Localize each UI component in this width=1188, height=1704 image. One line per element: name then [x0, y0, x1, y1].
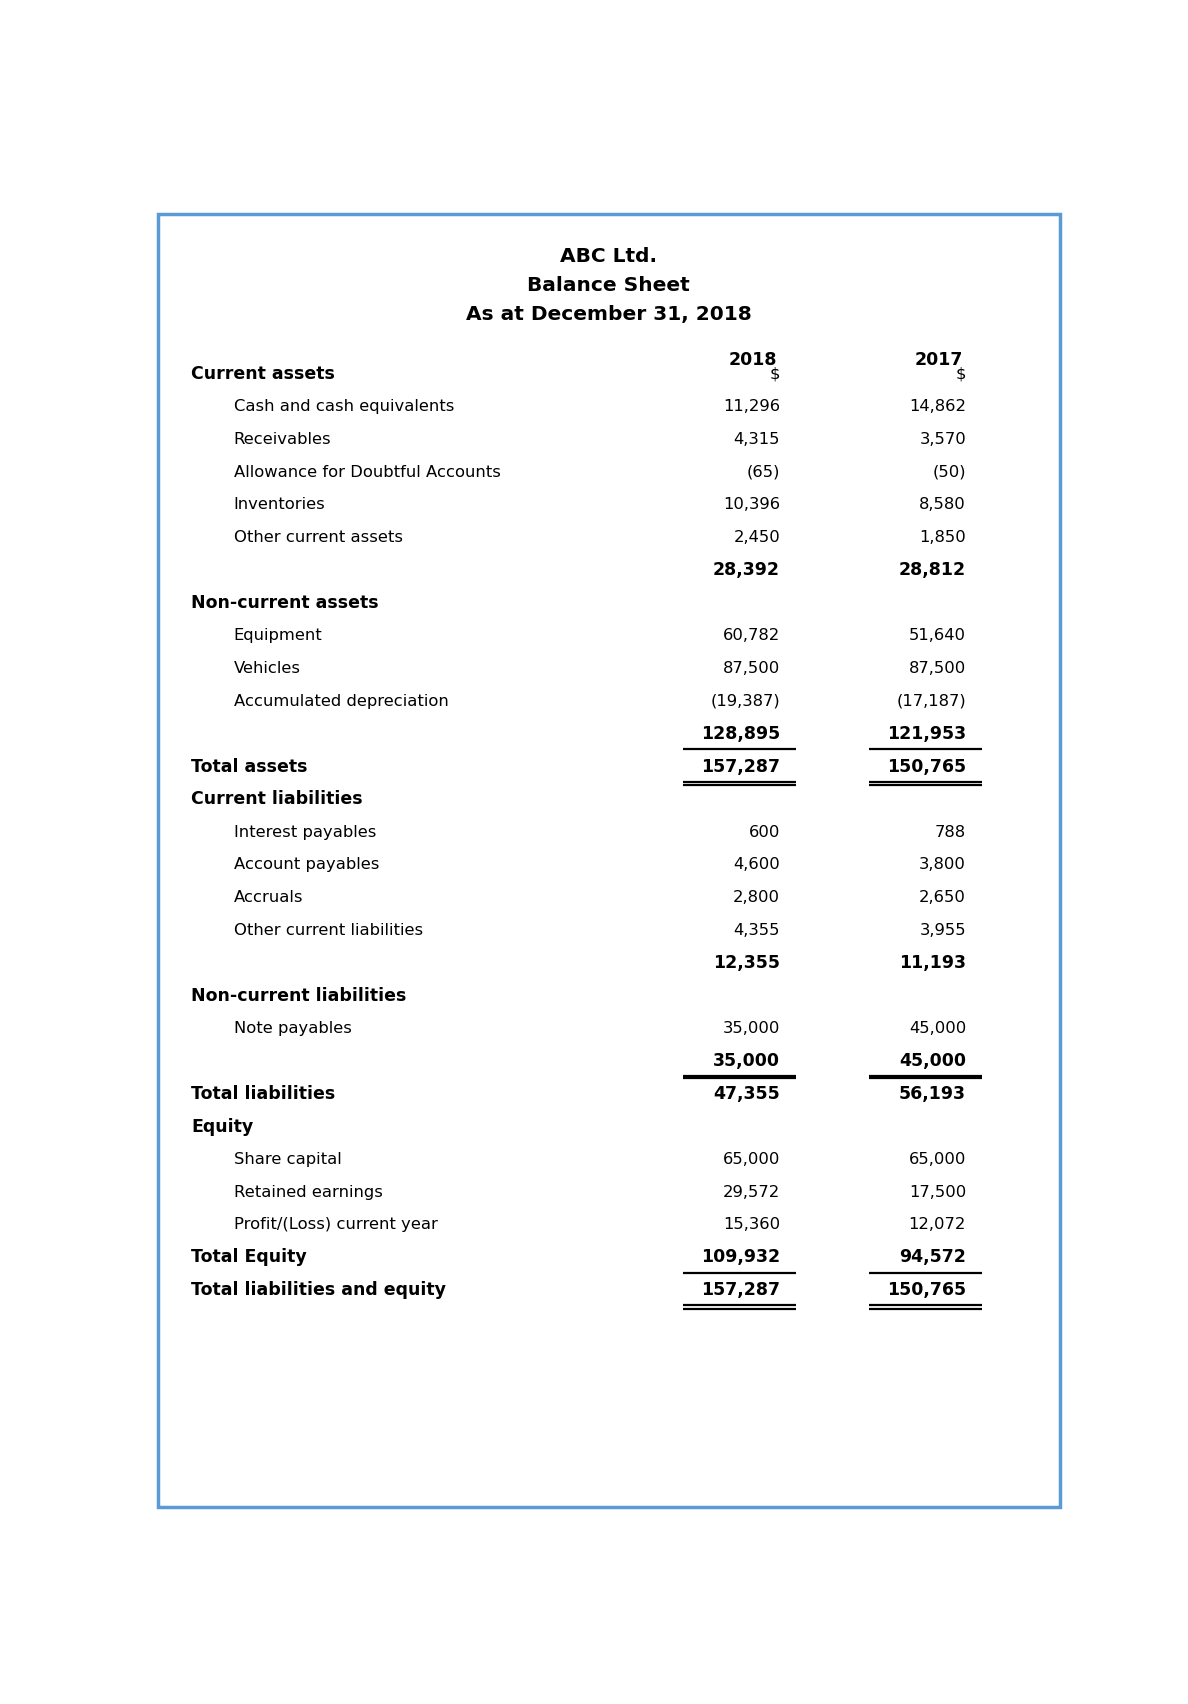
Text: 3,570: 3,570 — [920, 431, 966, 446]
Text: 51,640: 51,640 — [909, 629, 966, 642]
Text: Other current assets: Other current assets — [234, 530, 403, 545]
Text: (17,187): (17,187) — [897, 694, 966, 709]
Text: 121,953: 121,953 — [887, 724, 966, 743]
Text: 788: 788 — [935, 825, 966, 840]
Text: 87,500: 87,500 — [722, 661, 781, 676]
Text: 35,000: 35,000 — [713, 1051, 781, 1070]
Text: 1,850: 1,850 — [920, 530, 966, 545]
Text: Inventories: Inventories — [234, 498, 326, 513]
Text: 3,955: 3,955 — [920, 922, 966, 937]
Text: 28,392: 28,392 — [713, 561, 781, 579]
Text: 109,932: 109,932 — [701, 1249, 781, 1266]
Text: Current liabilities: Current liabilities — [191, 791, 362, 808]
Text: 3,800: 3,800 — [920, 857, 966, 872]
Text: 2017: 2017 — [915, 351, 963, 368]
Text: Receivables: Receivables — [234, 431, 331, 446]
Text: 600: 600 — [748, 825, 781, 840]
Text: (50): (50) — [933, 465, 966, 479]
Text: (65): (65) — [746, 465, 781, 479]
Text: 4,315: 4,315 — [734, 431, 781, 446]
Text: 14,862: 14,862 — [909, 399, 966, 414]
Text: 2,800: 2,800 — [733, 889, 781, 905]
Text: 47,355: 47,355 — [713, 1085, 781, 1102]
Text: Other current liabilities: Other current liabilities — [234, 922, 423, 937]
Text: 29,572: 29,572 — [722, 1184, 781, 1200]
Text: 65,000: 65,000 — [722, 1152, 781, 1167]
Text: 4,600: 4,600 — [733, 857, 781, 872]
Text: Total liabilities and equity: Total liabilities and equity — [191, 1281, 447, 1298]
Text: 35,000: 35,000 — [722, 1021, 781, 1036]
Text: Total Equity: Total Equity — [191, 1249, 307, 1266]
Text: 15,360: 15,360 — [723, 1217, 781, 1232]
Text: 2,650: 2,650 — [920, 889, 966, 905]
Text: Non-current assets: Non-current assets — [191, 595, 379, 612]
Text: 150,765: 150,765 — [887, 1281, 966, 1298]
Text: Vehicles: Vehicles — [234, 661, 301, 676]
Text: Interest payables: Interest payables — [234, 825, 377, 840]
Text: 157,287: 157,287 — [701, 1281, 781, 1298]
Text: 157,287: 157,287 — [701, 758, 781, 775]
Text: Account payables: Account payables — [234, 857, 379, 872]
Text: ABC Ltd.: ABC Ltd. — [561, 247, 657, 266]
Text: Accruals: Accruals — [234, 889, 303, 905]
Text: 11,193: 11,193 — [899, 954, 966, 971]
Text: 60,782: 60,782 — [722, 629, 781, 642]
Text: $: $ — [955, 366, 966, 382]
Text: 56,193: 56,193 — [899, 1085, 966, 1102]
Text: Cash and cash equivalents: Cash and cash equivalents — [234, 399, 454, 414]
Text: Share capital: Share capital — [234, 1152, 341, 1167]
Text: 2,450: 2,450 — [733, 530, 781, 545]
Text: Equipment: Equipment — [234, 629, 322, 642]
Text: 128,895: 128,895 — [701, 724, 781, 743]
Text: 17,500: 17,500 — [909, 1184, 966, 1200]
Text: 12,072: 12,072 — [909, 1217, 966, 1232]
Text: 11,296: 11,296 — [723, 399, 781, 414]
Text: Retained earnings: Retained earnings — [234, 1184, 383, 1200]
Text: 65,000: 65,000 — [909, 1152, 966, 1167]
Text: Allowance for Doubtful Accounts: Allowance for Doubtful Accounts — [234, 465, 500, 479]
Text: As at December 31, 2018: As at December 31, 2018 — [466, 305, 752, 324]
Text: 45,000: 45,000 — [909, 1021, 966, 1036]
Text: Balance Sheet: Balance Sheet — [527, 276, 690, 295]
Text: 8,580: 8,580 — [920, 498, 966, 513]
Text: Current assets: Current assets — [191, 365, 335, 383]
Text: Total assets: Total assets — [191, 758, 308, 775]
Text: 28,812: 28,812 — [899, 561, 966, 579]
Text: 150,765: 150,765 — [887, 758, 966, 775]
Text: (19,387): (19,387) — [710, 694, 781, 709]
Text: Profit/(Loss) current year: Profit/(Loss) current year — [234, 1217, 437, 1232]
Text: 4,355: 4,355 — [734, 922, 781, 937]
Text: 94,572: 94,572 — [899, 1249, 966, 1266]
Text: 10,396: 10,396 — [723, 498, 781, 513]
Text: 45,000: 45,000 — [899, 1051, 966, 1070]
Text: Accumulated depreciation: Accumulated depreciation — [234, 694, 449, 709]
FancyBboxPatch shape — [158, 213, 1060, 1508]
Text: 12,355: 12,355 — [713, 954, 781, 971]
Text: Equity: Equity — [191, 1118, 253, 1135]
Text: 87,500: 87,500 — [909, 661, 966, 676]
Text: Note payables: Note payables — [234, 1021, 352, 1036]
Text: Non-current liabilities: Non-current liabilities — [191, 987, 406, 1005]
Text: Total liabilities: Total liabilities — [191, 1085, 335, 1102]
Text: $: $ — [770, 366, 781, 382]
Text: 2018: 2018 — [728, 351, 777, 368]
